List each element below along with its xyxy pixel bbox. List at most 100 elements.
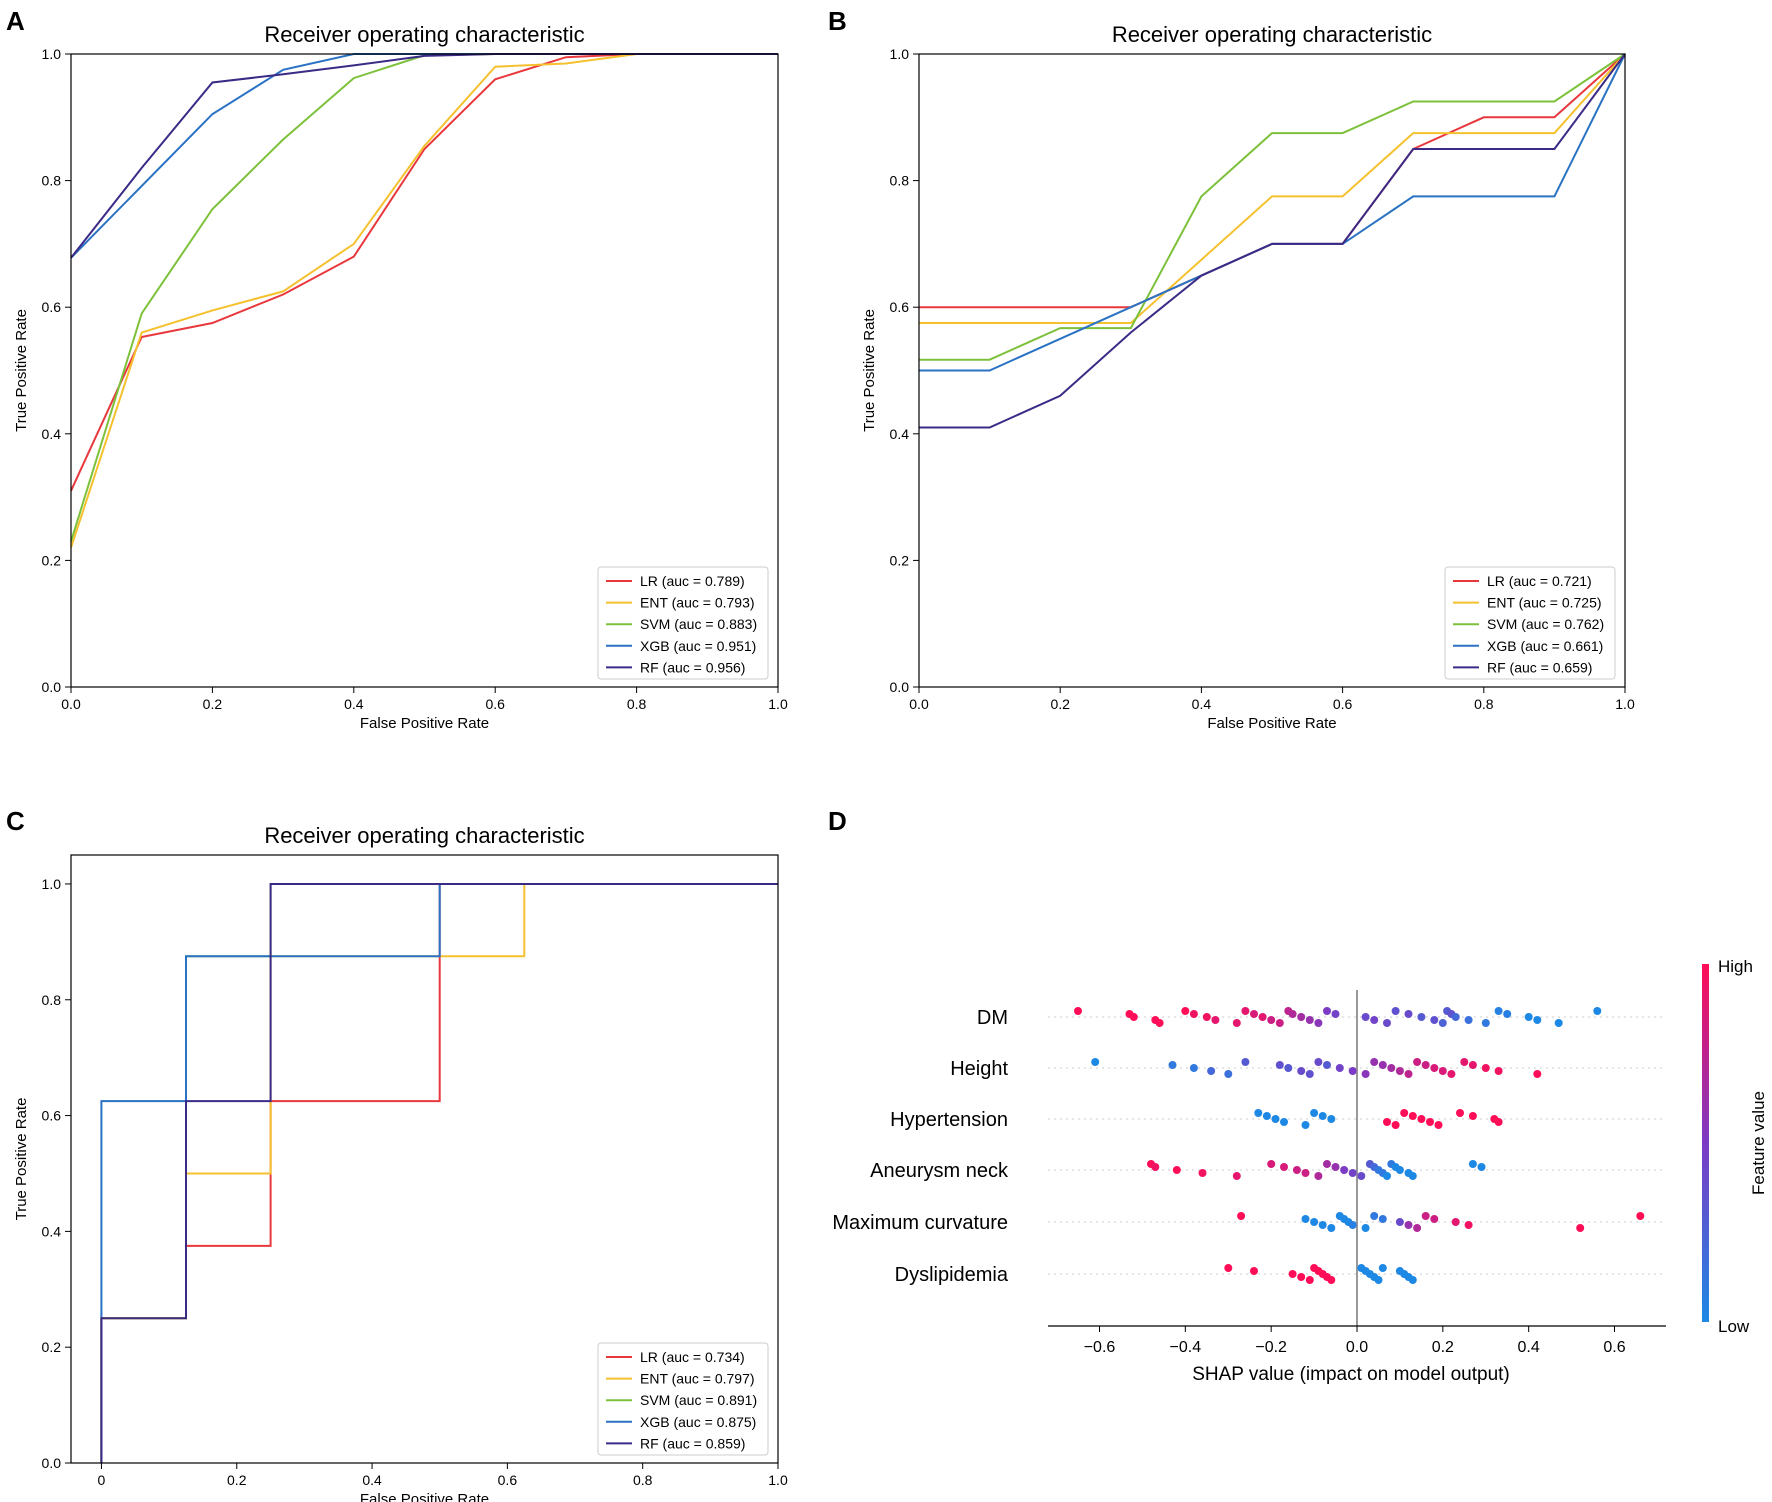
shap-point [1400,1109,1409,1117]
panel-letter: B [828,6,847,36]
legend: LR (auc = 0.734) ENT (auc = 0.797) SVM (au… [597,1342,769,1456]
y-tick-label: 0.0 [42,679,62,695]
panel-letter: D [828,806,847,836]
series-line-rf [919,53,1626,429]
shap-point [1292,1166,1301,1174]
shap-point [1172,1166,1181,1174]
shap-point [1464,1016,1473,1024]
legend-entry: RF (auc = 0.659) [1487,659,1592,675]
shap-tick-label: 0.4 [1518,1339,1540,1356]
y-tick-label: 0.4 [42,1223,62,1239]
shap-point [1301,1169,1310,1177]
x-tick-label: 0.0 [909,696,929,712]
shap-point [1451,1013,1460,1021]
shap-point [1297,1273,1306,1281]
shap-point [1378,1215,1387,1223]
shap-point [1323,1061,1331,1069]
shap-point [1421,1061,1430,1069]
shap-point [1189,1064,1198,1072]
shap-point [1408,1112,1417,1120]
shap-point [1340,1166,1349,1174]
shap-point [1207,1067,1216,1075]
shap-point [1189,1010,1198,1018]
shap-point [1241,1058,1250,1066]
shap-point [1378,1061,1387,1069]
shap-point [1413,1058,1422,1066]
shap-point [1477,1163,1486,1171]
y-tick-label: 1.0 [890,46,910,62]
shap-point [1434,1121,1443,1129]
shap-point [1430,1215,1439,1223]
legend-entry: LR (auc = 0.789) [640,573,745,589]
legend-entry: LR (auc = 0.721) [1487,573,1592,589]
shap-point [1430,1016,1439,1024]
y-tick-label: 0.0 [890,679,910,695]
panel-c: C Receiver operating characteristic 0 0.2 0.… [6,806,788,1502]
panel-d: D DM Height Hypertension Aneurysm neck Maximu… [828,806,1768,1385]
shap-point [1323,1160,1331,1168]
y-tick-label: 0.4 [890,426,910,442]
x-tick-label: 0.4 [1192,696,1212,712]
chart-title: Receiver operating characteristic [1112,22,1432,47]
x-tick-label: 0.8 [627,696,647,712]
shap-point [1280,1163,1288,1171]
shap-point [1327,1224,1336,1232]
shap-point [1211,1016,1220,1024]
shap-point [1383,1118,1391,1126]
x-tick-label: 0.8 [1474,696,1494,712]
shap-point [1481,1064,1490,1072]
series-line-rf [70,53,778,259]
shap-point [1254,1109,1263,1117]
shap-point [1310,1109,1319,1117]
shap-point [1327,1276,1336,1284]
shap-point [1232,1019,1241,1027]
shap-point [1224,1070,1233,1078]
shap-point [1438,1067,1447,1075]
shap-tick-label: −0.6 [1084,1339,1116,1356]
legend: LR (auc = 0.789) ENT (auc = 0.793) SVM (au… [597,566,769,680]
y-tick-label: 0.8 [890,173,910,189]
colorbar-low-label: Low [1718,1317,1750,1336]
shap-point [1468,1112,1477,1120]
series-line-lr [70,53,778,492]
shap-point [1361,1070,1370,1078]
shap-point [1224,1264,1233,1272]
shap-point [1383,1019,1391,1027]
shap-point [1318,1221,1327,1229]
series-line-ent [70,53,778,549]
shap-point [1348,1221,1357,1229]
shap-point [1155,1019,1164,1027]
legend-box [597,1342,769,1456]
shap-point [1417,1115,1426,1123]
shap-point [1327,1115,1336,1123]
shap-point [1181,1007,1190,1015]
shap-point [1378,1264,1387,1272]
y-tick-label: 0.6 [890,299,910,315]
shap-point [1297,1067,1306,1075]
shap-point [1426,1118,1434,1126]
panel-a: A Receiver operating characteristic 0.0 0.2… [6,6,788,732]
shap-point [1262,1112,1271,1120]
legend-box [597,566,769,680]
x-tick-label: 0.2 [227,1472,247,1488]
y-tick-label: 0.2 [42,552,62,568]
legend-entry: SVM (auc = 0.891) [640,1392,757,1408]
x-tick-label: 0.4 [344,696,364,712]
legend-entry: ENT (auc = 0.725) [1487,595,1602,611]
shap-point [1370,1058,1379,1066]
legend-box [1444,566,1616,680]
colorbar-high-label: High [1718,957,1753,976]
shap-point [1258,1013,1267,1021]
x-tick-label: 0.2 [1050,696,1070,712]
series-line-lr [919,53,1626,309]
y-axis-label: True Positive Rate [861,309,878,432]
shap-point [1314,1172,1323,1180]
x-tick-label: 1.0 [768,1472,788,1488]
shap-point [1241,1007,1250,1015]
shap-point [1250,1010,1258,1018]
panel-letter: C [6,806,25,836]
chart-title: Receiver operating characteristic [264,22,584,47]
shap-point [1314,1058,1323,1066]
x-tick-label: 0.4 [362,1472,382,1488]
chart-title: Receiver operating characteristic [264,823,584,848]
